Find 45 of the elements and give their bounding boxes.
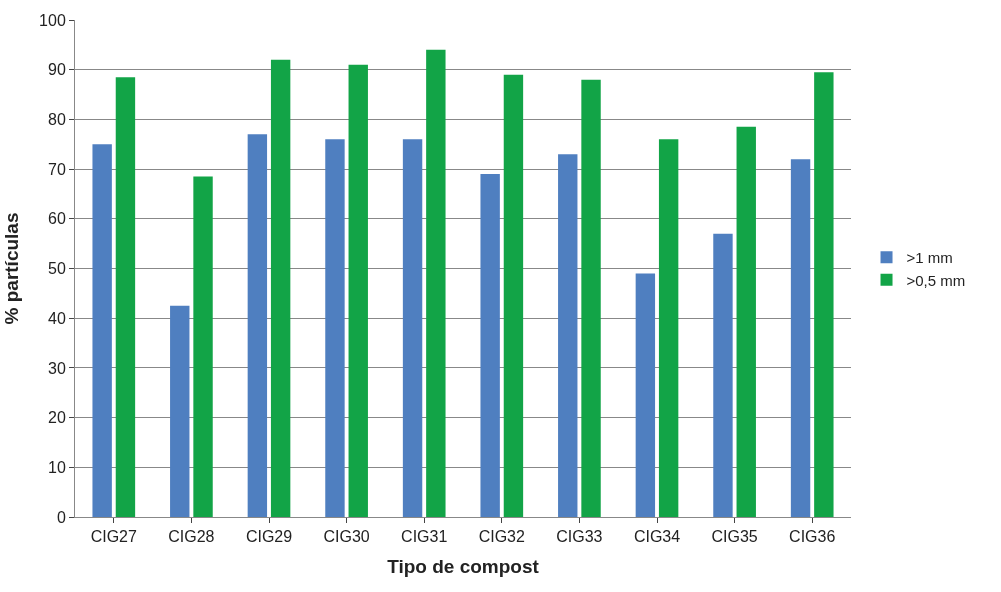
y-tick-label: 0 — [56, 508, 66, 526]
y-axis-title: % partículas — [0, 212, 22, 325]
bar — [402, 139, 423, 517]
bar — [713, 233, 733, 517]
y-tick-label: 10 — [48, 458, 66, 476]
y-tick-label: 80 — [48, 111, 66, 128]
y-tick-label: 100 — [39, 11, 66, 29]
y-tick-label: 60 — [48, 210, 66, 228]
x-tick-label: CIG32 — [478, 528, 526, 546]
bar — [658, 139, 679, 517]
y-tick-label: 70 — [48, 160, 66, 178]
bar — [92, 144, 112, 517]
bar — [480, 174, 500, 517]
legend-label: >0,5 mm — [906, 271, 966, 289]
bar — [558, 154, 578, 517]
y-tick-label: 50 — [48, 260, 66, 278]
y-tick-label: 20 — [48, 409, 66, 427]
bar — [736, 126, 756, 517]
bar — [426, 49, 446, 517]
bar — [325, 139, 345, 517]
x-tick-label: CIG34 — [633, 528, 681, 546]
bar — [193, 176, 213, 517]
bar — [170, 305, 190, 517]
bar — [115, 77, 136, 517]
bar — [581, 79, 601, 517]
x-axis-title: Tipo de compost — [387, 556, 540, 577]
bar — [635, 273, 656, 517]
bar — [348, 64, 368, 517]
x-tick-label: CIG30 — [323, 528, 370, 546]
bar — [790, 159, 811, 517]
x-tick-label: CIG31 — [401, 528, 448, 546]
x-tick-label: CIG35 — [711, 528, 758, 546]
y-tick-label: 30 — [48, 359, 66, 377]
bar — [270, 59, 291, 517]
bar — [503, 74, 524, 517]
x-tick-label: CIG29 — [245, 528, 293, 546]
x-tick-label: CIG36 — [789, 528, 836, 546]
y-tick-label: 40 — [48, 309, 66, 327]
legend-label: >1 mm — [906, 249, 953, 267]
bar — [814, 72, 834, 517]
x-tick-label: CIG28 — [168, 528, 215, 546]
x-tick-label: CIG33 — [556, 528, 603, 546]
y-tick-label: 90 — [48, 61, 66, 79]
x-tick-label: CIG27 — [90, 528, 138, 546]
bar — [247, 134, 268, 517]
